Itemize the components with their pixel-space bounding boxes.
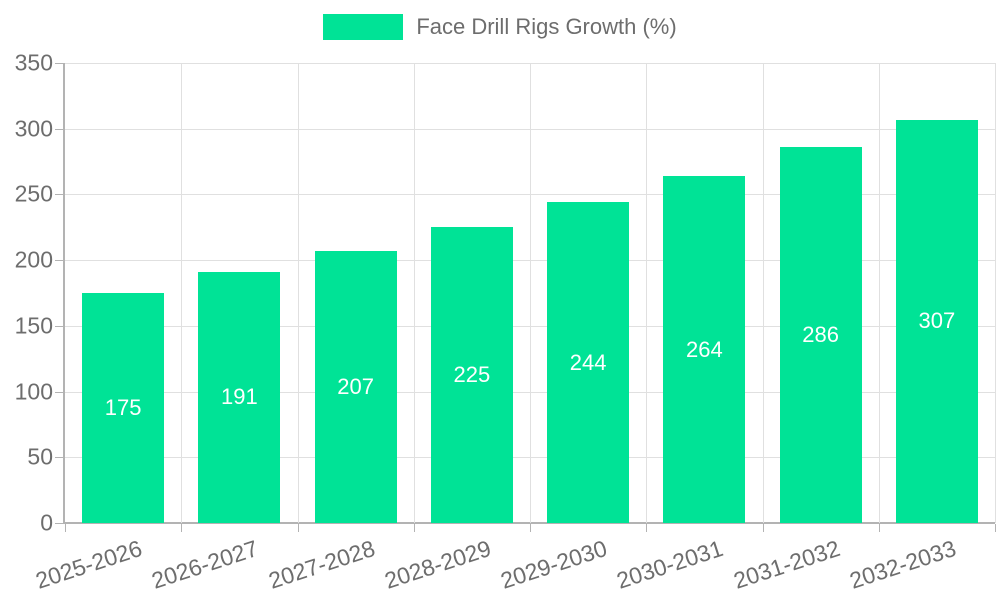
plot-area: 0 50 100 150 200 250 300 350 175 2025-2026 191 2026… [15,50,996,594]
x-tick-mark [646,524,648,532]
legend-label: Face Drill Rigs Growth (%) [416,14,677,39]
x-gridline [413,63,415,523]
x-gridline [762,63,764,523]
x-tick-label: 2032-2033 [846,535,959,594]
y-tick-mark [55,523,63,524]
y-tick-label: 350 [14,49,53,76]
x-tick-mark [65,524,66,532]
y-tick-label: 100 [14,378,53,405]
x-gridline [878,63,880,523]
x-tick-label: 2028-2029 [381,535,494,594]
x-tick-label: 2025-2026 [32,535,146,594]
x-tick-mark [181,524,183,532]
x-axis-line [63,522,995,524]
x-tick-mark [762,524,764,532]
x-tick-mark [995,524,996,532]
y-tick-label: 150 [14,312,53,339]
x-gridline [181,63,183,523]
bar-value-label: 307 [918,308,956,334]
y-tick-label: 300 [14,115,53,142]
bar[interactable]: 175 [82,293,165,523]
y-tick-mark [55,325,63,327]
x-tick-label: 2027-2028 [265,535,378,594]
y-tick-label: 50 [27,443,53,470]
y-tick-label: 200 [14,246,53,273]
bar-value-label: 207 [337,373,374,399]
y-tick-mark [55,128,63,130]
x-tick-label: 2030-2031 [613,535,727,594]
bar[interactable]: 307 [895,119,978,523]
y-axis-line [63,63,65,523]
y-tick-mark [55,63,63,64]
y-tick-label: 0 [40,509,53,536]
x-tick-mark [413,524,415,532]
legend[interactable]: Face Drill Rigs Growth (%) [0,14,1000,40]
x-gridline [995,63,996,523]
y-tick-mark [55,260,63,262]
bar[interactable]: 225 [430,227,513,523]
bar-value-label: 264 [686,336,723,362]
x-tick-label: 2029-2030 [497,535,611,594]
x-tick-mark [297,524,299,532]
bar-value-label: 191 [221,384,258,410]
bar-value-label: 175 [104,395,142,420]
y-tick-label: 250 [14,180,53,207]
bar[interactable]: 191 [198,271,281,523]
y-tick-mark [55,194,63,196]
bar[interactable]: 244 [547,202,630,523]
bar-value-label: 225 [453,362,491,388]
x-gridline [530,63,531,523]
y-tick-mark [55,391,63,393]
legend-swatch-icon [323,14,404,40]
x-tick-mark [530,524,531,532]
x-tick-label: 2031-2032 [730,535,843,594]
bar[interactable]: 207 [314,250,397,523]
x-tick-mark [878,524,880,532]
bar-value-label: 286 [802,322,839,348]
x-gridline [297,63,299,523]
bar-value-label: 244 [569,349,607,375]
x-gridline [646,63,648,523]
bar[interactable]: 264 [663,176,746,523]
x-tick-label: 2026-2027 [148,535,262,594]
y-tick-mark [55,457,63,459]
bar[interactable]: 286 [779,147,862,523]
